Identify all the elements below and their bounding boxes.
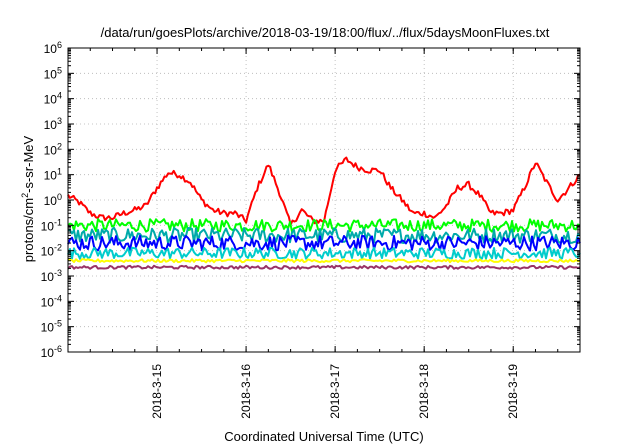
y-tick-label-exponent: -6 [54,344,62,354]
y-tick-label-exponent: 3 [57,116,62,126]
y-tick-label: 10-1 [41,217,62,233]
y-tick-label-base: 10 [44,194,58,208]
y-tick-label: 105 [44,65,62,81]
y-tick-label-exponent: -4 [54,293,62,303]
y-tick-label: 10-6 [41,344,62,360]
y-tick-label: 10-3 [41,268,62,284]
x-tick-label: 2018-3-19 [506,364,520,419]
y-tick-label-exponent: 5 [57,65,62,75]
y-tick-label-base: 10 [41,295,55,309]
y-tick-label-exponent: 6 [57,40,62,50]
series-line [67,226,581,244]
y-axis-label-exponent: 2 [20,193,30,198]
y-tick-label-base: 10 [41,219,55,233]
y-tick-label-base: 10 [41,346,55,360]
y-axis-label-main: protons/cm [21,198,36,262]
series-layer [67,156,581,270]
y-tick-label-base: 10 [44,93,58,107]
y-tick-label-exponent: -1 [54,217,62,227]
y-tick-label-base: 10 [44,42,58,56]
y-tick-label: 104 [44,91,62,107]
y-axis-label: protons/cm2-s-sr-MeV [20,135,36,262]
y-tick-label: 103 [44,116,62,132]
y-tick-label-base: 10 [44,169,58,183]
y-tick-label: 10-4 [41,293,62,309]
y-tick-label-base: 10 [41,270,55,284]
y-tick-label: 101 [44,167,62,183]
y-tick-label-exponent: 4 [57,91,62,101]
y-tick-label-base: 10 [41,245,55,259]
y-tick-label-exponent: -3 [54,268,62,278]
x-tick-label: 2018-3-18 [417,364,431,419]
y-tick-label: 10-2 [41,243,62,259]
y-tick-label-base: 10 [44,67,58,81]
y-tick-label: 102 [44,141,62,157]
axis-layer: 10-610-510-410-310-210-11001011021031041… [41,40,581,419]
y-tick-label-base: 10 [44,143,58,157]
x-tick-label: 2018-3-16 [239,364,253,419]
y-axis-label-units: -s-sr-MeV [21,135,36,192]
y-tick-label-exponent: 2 [57,141,62,151]
x-tick-label: 2018-3-17 [328,364,342,419]
y-tick-label-exponent: 0 [57,192,62,202]
series-line [67,234,581,252]
y-tick-label: 106 [44,40,62,56]
y-tick-label-base: 10 [44,118,58,132]
y-tick-label: 10-5 [41,319,62,335]
y-tick-label-exponent: -2 [54,243,62,253]
y-tick-label-base: 10 [41,321,55,335]
y-tick-label-exponent: -5 [54,319,62,329]
x-axis-label: Coordinated Universal Time (UTC) [224,429,423,444]
chart-title: /data/run/goesPlots/archive/2018-03-19/1… [101,25,550,40]
series-line [67,258,581,264]
y-tick-label-exponent: 1 [57,167,62,177]
series-line [67,218,581,233]
y-tick-label: 100 [44,192,62,208]
series-line [67,264,581,270]
series-line [67,246,581,260]
x-tick-label: 2018-3-15 [150,364,164,419]
